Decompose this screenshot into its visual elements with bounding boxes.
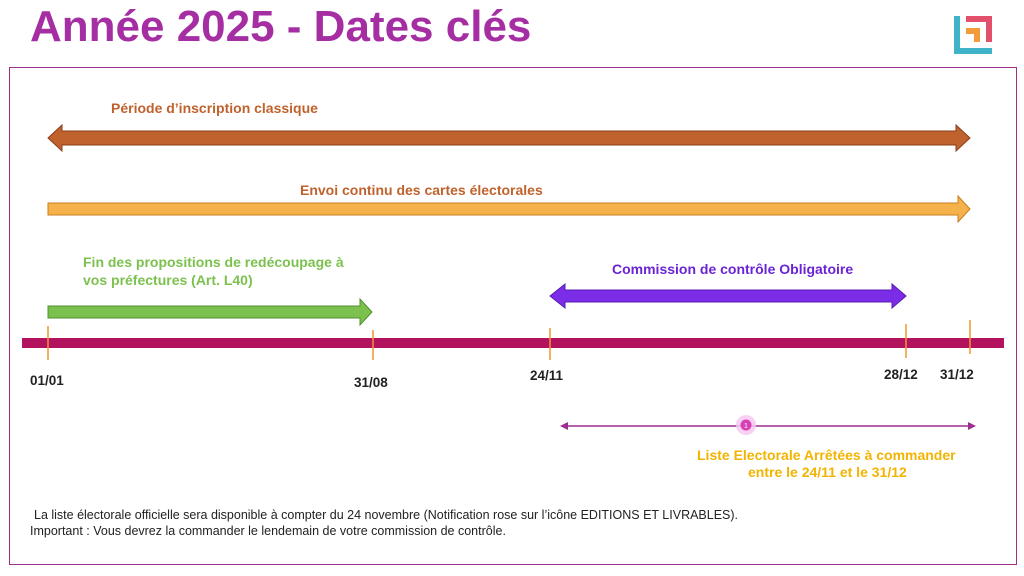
footnote-line2: Important : Vous devrez la commander le … xyxy=(30,524,506,538)
date-label-0101: 01/01 xyxy=(30,373,64,388)
redecoupage-label-line1: Fin des propositions de redécoupage à xyxy=(83,254,344,270)
redecoupage-label-line2: vos préfectures (Art. L40) xyxy=(83,272,253,288)
badge-number: 1 xyxy=(744,423,748,430)
logo-icon xyxy=(954,16,992,54)
liste-arrow-right-head xyxy=(968,422,976,430)
inscription-arrow xyxy=(47,123,971,153)
liste-label-line2: entre le 24/11 et le 31/12 xyxy=(748,464,907,480)
footnote-line1: La liste électorale officielle sera disp… xyxy=(34,508,739,522)
commission-arrow xyxy=(549,282,907,310)
liste-label-line1: Liste Electorale Arrêtées à commander xyxy=(697,447,956,463)
redecoupage-arrow xyxy=(47,297,373,327)
date-label-3112: 31/12 xyxy=(940,367,974,382)
footnote: La liste électorale officielle sera disp… xyxy=(30,507,738,539)
envoi-label: Envoi continu des cartes électorales xyxy=(300,182,543,198)
content-frame xyxy=(9,67,1017,565)
date-label-3108: 31/08 xyxy=(354,375,388,390)
date-label-2812: 28/12 xyxy=(884,367,918,382)
commission-label: Commission de contrôle Obligatoire xyxy=(612,261,854,277)
notification-badge xyxy=(740,419,752,431)
page-title: Année 2025 - Dates clés xyxy=(30,2,532,51)
envoi-arrow xyxy=(47,194,971,224)
main-timeline xyxy=(22,338,1004,348)
liste-arrow-left-head xyxy=(560,422,568,430)
date-label-2411: 24/11 xyxy=(530,368,564,383)
inscription-label: Période d’inscription classique xyxy=(111,100,318,116)
